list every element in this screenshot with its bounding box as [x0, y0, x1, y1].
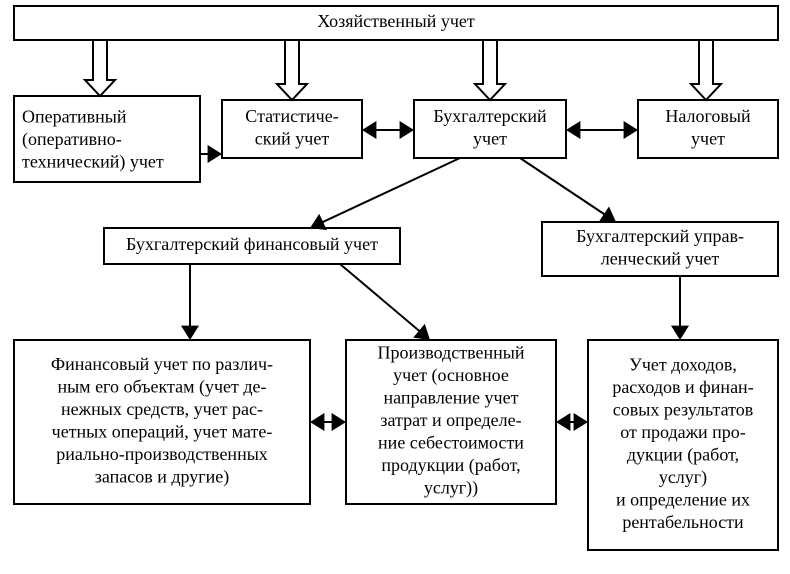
- node-fin_detail-line-3: четных операций, учет мате-: [52, 421, 273, 441]
- node-statistical: Статистиче-ский учет: [222, 100, 362, 158]
- node-prod_detail-line-0: Производственный: [378, 343, 525, 363]
- node-prod_detail-line-1: учет (основное: [393, 365, 509, 386]
- node-statistical-line-0: Статистиче-: [245, 106, 338, 126]
- node-prod_detail-line-6: услуг)): [424, 478, 478, 499]
- node-tax-line-1: учет: [691, 128, 725, 148]
- node-fin_detail-line-0: Финансовый учет по различ-: [51, 354, 273, 374]
- node-statistical-line-1: ский учет: [255, 128, 330, 148]
- node-accounting-line-1: учет: [473, 128, 507, 148]
- node-prod_detail-line-4: ние себестоимости: [378, 433, 524, 453]
- node-root: Хозяйственный учет: [14, 6, 778, 40]
- node-tax-line-0: Налоговый: [665, 106, 751, 126]
- node-operative-line-0: Оперативный: [22, 107, 127, 127]
- node-fin_detail-line-5: запасов и другие): [95, 466, 230, 487]
- node-inc_detail-line-3: от продажи про-: [620, 422, 746, 442]
- node-root-line-0: Хозяйственный учет: [317, 11, 475, 31]
- node-inc_detail: Учет доходов, расходов и финан-совых резу…: [588, 340, 778, 550]
- node-prod_detail: Производственныйучет (основноенаправлени…: [346, 340, 556, 504]
- node-fin_acct-line-0: Бухгалтерский финансовый учет: [126, 234, 378, 254]
- node-prod_detail-line-2: направление учет: [384, 388, 519, 408]
- node-accounting-line-0: Бухгалтерский: [433, 106, 547, 126]
- node-fin_detail-line-4: риально-производственных: [56, 444, 268, 464]
- node-inc_detail-line-0: Учет доходов,: [629, 354, 737, 374]
- node-operative-line-2: технический) учет: [22, 152, 164, 173]
- node-tax: Налоговыйучет: [638, 100, 778, 158]
- node-operative-line-1: (оперативно-: [22, 129, 122, 150]
- node-inc_detail-line-1: расходов и финан-: [612, 377, 753, 397]
- node-mgmt_acct-line-1: ленческий учет: [601, 248, 720, 268]
- node-operative: Оперативный(оперативно-технический) учет: [14, 96, 200, 182]
- node-prod_detail-line-5: продукции (работ,: [381, 455, 520, 476]
- node-accounting: Бухгалтерскийучет: [414, 100, 566, 158]
- node-inc_detail-line-4: дукции (работ,: [627, 444, 739, 465]
- node-mgmt_acct-line-0: Бухгалтерский управ-: [576, 226, 744, 246]
- node-prod_detail-line-3: затрат и определе-: [380, 410, 521, 430]
- node-inc_detail-line-5: услуг): [659, 467, 707, 488]
- node-fin_detail: Финансовый учет по различ-ным его объект…: [14, 340, 310, 504]
- node-inc_detail-line-6: и определение их: [616, 489, 750, 509]
- node-fin_detail-line-1: ным его объектам (учет де-: [57, 376, 266, 397]
- node-mgmt_acct: Бухгалтерский управ-ленческий учет: [542, 222, 778, 276]
- node-fin_detail-line-2: нежных средств, учет рас-: [61, 399, 263, 419]
- node-fin_acct: Бухгалтерский финансовый учет: [104, 228, 400, 264]
- node-inc_detail-line-7: рентабельности: [622, 512, 744, 532]
- diagram-canvas: Хозяйственный учет Оперативный(оперативно…: [0, 0, 790, 574]
- node-inc_detail-line-2: совых результатов: [613, 399, 753, 419]
